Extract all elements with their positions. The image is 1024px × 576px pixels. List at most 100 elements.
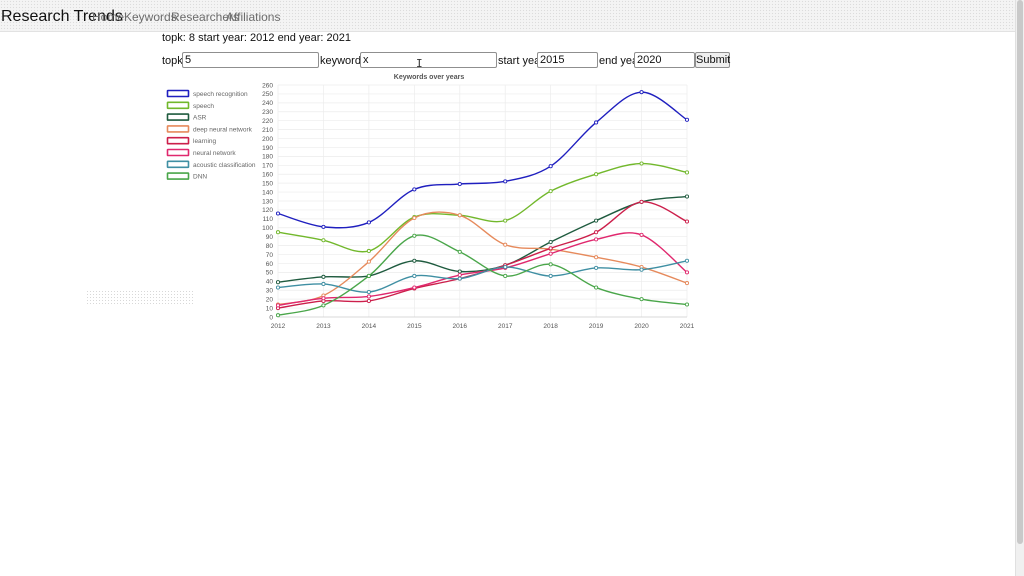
y-tick-label: 250 xyxy=(262,91,273,98)
data-point[interactable] xyxy=(594,285,599,290)
data-point[interactable] xyxy=(321,238,326,243)
data-point[interactable] xyxy=(457,273,462,278)
y-tick-label: 90 xyxy=(266,234,274,241)
series-line-speech-recognition xyxy=(277,91,688,229)
legend-swatch xyxy=(166,125,190,133)
data-point[interactable] xyxy=(639,199,644,204)
legend-item-dnn[interactable]: DNN xyxy=(166,172,208,181)
data-point[interactable] xyxy=(457,276,462,281)
data-point[interactable] xyxy=(275,303,281,308)
legend-item-learning[interactable]: learning xyxy=(166,136,217,146)
data-point[interactable] xyxy=(684,194,690,199)
data-point[interactable] xyxy=(457,181,462,187)
data-point[interactable] xyxy=(639,232,644,237)
data-point[interactable] xyxy=(639,161,644,166)
data-point[interactable] xyxy=(412,215,417,221)
data-point[interactable] xyxy=(412,258,417,263)
data-point[interactable] xyxy=(412,285,417,290)
data-point[interactable] xyxy=(548,189,553,194)
series-line-acoustic-classification xyxy=(277,260,688,293)
data-point[interactable] xyxy=(366,273,371,279)
legend-item-speech[interactable]: speech xyxy=(166,101,215,110)
data-point[interactable] xyxy=(412,233,417,238)
data-point[interactable] xyxy=(548,164,553,169)
topk-input[interactable] xyxy=(182,52,319,68)
data-point[interactable] xyxy=(684,258,690,263)
scrollbar-thumb[interactable] xyxy=(1017,0,1023,544)
y-tick-label: 240 xyxy=(262,100,273,107)
legend-item-deep-neural-network[interactable]: deep neural network xyxy=(166,125,253,133)
data-point[interactable] xyxy=(684,270,690,275)
data-point[interactable] xyxy=(503,179,508,184)
data-point[interactable] xyxy=(412,273,417,279)
data-point[interactable] xyxy=(457,249,462,254)
data-point[interactable] xyxy=(366,298,371,303)
keywords-input[interactable] xyxy=(360,52,497,68)
legend-label: speech recognition xyxy=(193,91,248,98)
x-axis-ticks: 2012 2013 2014 2015 2016 2017 2018 2019 2020 2021 xyxy=(271,323,695,330)
data-point[interactable] xyxy=(366,289,371,295)
legend-label: deep neural network xyxy=(193,126,253,133)
data-point[interactable] xyxy=(548,239,553,245)
x-tick-label: 2014 xyxy=(362,323,377,330)
data-point[interactable] xyxy=(275,211,281,216)
data-point[interactable] xyxy=(548,251,553,256)
x-tick-label: 2013 xyxy=(316,323,331,330)
data-point[interactable] xyxy=(548,246,553,251)
page-scrollbar[interactable] xyxy=(1015,0,1024,576)
data-point[interactable] xyxy=(548,262,553,267)
data-point[interactable] xyxy=(594,230,599,235)
data-point[interactable] xyxy=(321,274,326,279)
data-point[interactable] xyxy=(639,267,644,272)
data-point[interactable] xyxy=(594,172,599,177)
nav-link-keywords[interactable]: Keywords xyxy=(124,10,177,24)
data-point[interactable] xyxy=(594,237,599,242)
data-point[interactable] xyxy=(366,294,371,299)
data-point[interactable] xyxy=(275,230,281,235)
data-point[interactable] xyxy=(684,170,690,175)
data-point[interactable] xyxy=(594,255,599,260)
data-point[interactable] xyxy=(275,285,281,290)
submit-button[interactable]: Submit xyxy=(695,52,731,68)
end-year-input[interactable] xyxy=(634,52,695,68)
data-point[interactable] xyxy=(594,120,599,125)
data-point[interactable] xyxy=(639,90,644,95)
data-point[interactable] xyxy=(457,213,462,218)
data-point[interactable] xyxy=(594,265,599,270)
data-point[interactable] xyxy=(366,220,371,225)
data-point[interactable] xyxy=(684,281,690,286)
series-deep-neural-network xyxy=(275,211,690,307)
data-point[interactable] xyxy=(503,264,508,270)
nav-link-affiliations[interactable]: Affiliations xyxy=(226,10,281,24)
y-tick-label: 10 xyxy=(266,305,274,312)
start-year-input[interactable] xyxy=(537,52,598,68)
data-point[interactable] xyxy=(321,224,326,229)
data-point[interactable] xyxy=(366,248,371,254)
nav-link-home[interactable]: Home xyxy=(92,10,125,24)
legend-item-acoustic-classification[interactable]: acoustic classification xyxy=(166,160,256,169)
legend-item-asr[interactable]: ASR xyxy=(166,113,207,122)
data-point[interactable] xyxy=(275,313,281,318)
data-point[interactable] xyxy=(684,117,690,122)
data-point[interactable] xyxy=(503,273,508,279)
data-point[interactable] xyxy=(457,269,462,274)
legend-item-speech-recognition[interactable]: speech recognition xyxy=(166,89,248,99)
data-point[interactable] xyxy=(639,297,644,302)
data-point[interactable] xyxy=(321,296,326,301)
data-point[interactable] xyxy=(684,219,690,224)
data-point[interactable] xyxy=(275,280,281,285)
data-point[interactable] xyxy=(366,259,371,264)
data-point[interactable] xyxy=(548,273,553,279)
brand-title[interactable]: Research Trends xyxy=(1,8,123,25)
data-point[interactable] xyxy=(684,302,690,307)
nav-link-researchers[interactable]: Researchers xyxy=(171,10,240,24)
legend-item-neural-network[interactable]: neural network xyxy=(166,148,237,158)
data-point[interactable] xyxy=(321,303,326,308)
data-point[interactable] xyxy=(412,187,417,192)
legend-label: neural network xyxy=(193,150,236,157)
data-point[interactable] xyxy=(321,281,326,287)
y-tick-label: 180 xyxy=(262,154,273,161)
data-point[interactable] xyxy=(594,218,599,223)
data-point[interactable] xyxy=(503,242,508,247)
data-point[interactable] xyxy=(503,218,508,223)
